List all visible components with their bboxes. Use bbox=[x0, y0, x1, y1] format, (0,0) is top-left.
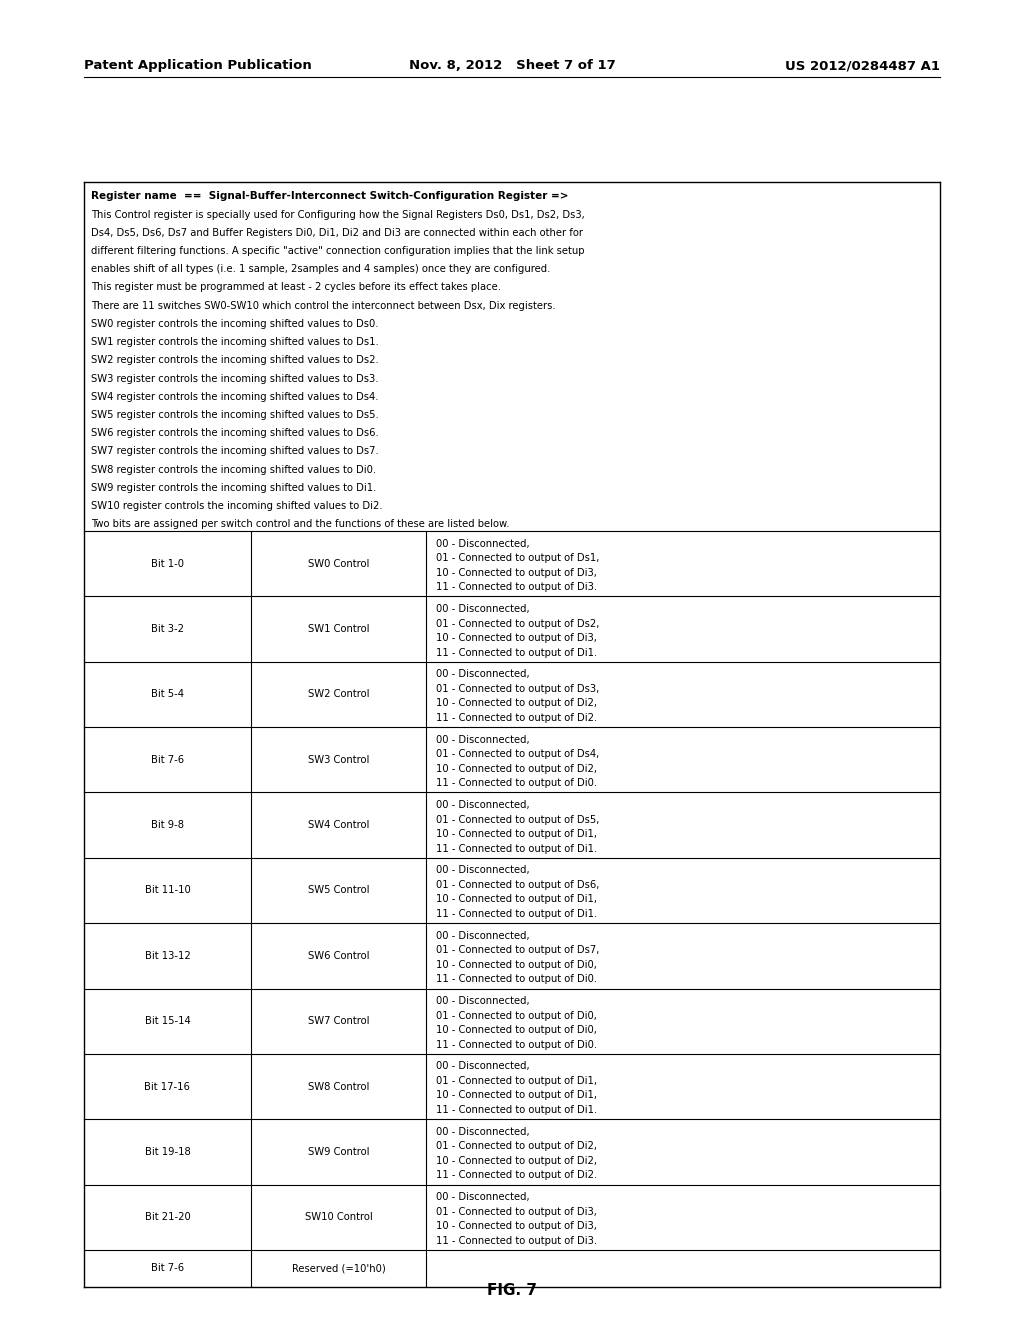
Text: 11 - Connected to output of Di2.: 11 - Connected to output of Di2. bbox=[435, 713, 597, 723]
Text: 10 - Connected to output of Di1,: 10 - Connected to output of Di1, bbox=[435, 829, 597, 840]
Text: 00 - Disconnected,: 00 - Disconnected, bbox=[435, 539, 529, 549]
Text: Bit 11-10: Bit 11-10 bbox=[144, 886, 190, 895]
Text: FIG. 7: FIG. 7 bbox=[487, 1283, 537, 1299]
Text: 10 - Connected to output of Di3,: 10 - Connected to output of Di3, bbox=[435, 634, 597, 643]
Text: SW3 Control: SW3 Control bbox=[308, 755, 370, 764]
Text: 10 - Connected to output of Di3,: 10 - Connected to output of Di3, bbox=[435, 1221, 597, 1232]
Text: Bit 15-14: Bit 15-14 bbox=[144, 1016, 190, 1026]
Text: SW10 Control: SW10 Control bbox=[305, 1212, 373, 1222]
Text: 11 - Connected to output of Di1.: 11 - Connected to output of Di1. bbox=[435, 648, 597, 657]
Text: different filtering functions. A specific "active" connection configuration impl: different filtering functions. A specifi… bbox=[91, 246, 585, 256]
Text: enables shift of all types (i.e. 1 sample, 2samples and 4 samples) once they are: enables shift of all types (i.e. 1 sampl… bbox=[91, 264, 551, 275]
Text: Patent Application Publication: Patent Application Publication bbox=[84, 59, 311, 73]
Text: Bit 13-12: Bit 13-12 bbox=[144, 950, 190, 961]
Text: 00 - Disconnected,: 00 - Disconnected, bbox=[435, 800, 529, 810]
Text: 10 - Connected to output of Di1,: 10 - Connected to output of Di1, bbox=[435, 1090, 597, 1101]
Text: 00 - Disconnected,: 00 - Disconnected, bbox=[435, 1192, 529, 1203]
Text: 00 - Disconnected,: 00 - Disconnected, bbox=[435, 1127, 529, 1137]
Text: 00 - Disconnected,: 00 - Disconnected, bbox=[435, 931, 529, 941]
Text: Bit 7-6: Bit 7-6 bbox=[151, 755, 184, 764]
Text: SW9 register controls the incoming shifted values to Di1.: SW9 register controls the incoming shift… bbox=[91, 483, 377, 492]
Text: Bit 17-16: Bit 17-16 bbox=[144, 1081, 190, 1092]
Text: Reserved (=10'h0): Reserved (=10'h0) bbox=[292, 1263, 385, 1274]
Text: SW2 register controls the incoming shifted values to Ds2.: SW2 register controls the incoming shift… bbox=[91, 355, 379, 366]
Text: 11 - Connected to output of Di0.: 11 - Connected to output of Di0. bbox=[435, 974, 597, 985]
Text: SW0 register controls the incoming shifted values to Ds0.: SW0 register controls the incoming shift… bbox=[91, 319, 379, 329]
Text: SW7 Control: SW7 Control bbox=[308, 1016, 370, 1026]
Text: 01 - Connected to output of Ds7,: 01 - Connected to output of Ds7, bbox=[435, 945, 599, 956]
Text: 01 - Connected to output of Ds4,: 01 - Connected to output of Ds4, bbox=[435, 750, 599, 759]
Text: SW5 Control: SW5 Control bbox=[308, 886, 370, 895]
Text: 11 - Connected to output of Di0.: 11 - Connected to output of Di0. bbox=[435, 1040, 597, 1049]
Text: This register must be programmed at least - 2 cycles before its effect takes pla: This register must be programmed at leas… bbox=[91, 282, 501, 293]
Text: There are 11 switches SW0-SW10 which control the interconnect between Dsx, Dix r: There are 11 switches SW0-SW10 which con… bbox=[91, 301, 556, 310]
Text: 01 - Connected to output of Ds3,: 01 - Connected to output of Ds3, bbox=[435, 684, 599, 694]
Text: 10 - Connected to output of Di2,: 10 - Connected to output of Di2, bbox=[435, 764, 597, 774]
Text: 11 - Connected to output of Di1.: 11 - Connected to output of Di1. bbox=[435, 843, 597, 854]
Text: 01 - Connected to output of Di0,: 01 - Connected to output of Di0, bbox=[435, 1011, 597, 1020]
Text: 01 - Connected to output of Ds2,: 01 - Connected to output of Ds2, bbox=[435, 619, 599, 628]
Text: 10 - Connected to output of Di0,: 10 - Connected to output of Di0, bbox=[435, 1026, 597, 1035]
Text: 00 - Disconnected,: 00 - Disconnected, bbox=[435, 605, 529, 614]
Text: 11 - Connected to output of Di0.: 11 - Connected to output of Di0. bbox=[435, 779, 597, 788]
Text: 00 - Disconnected,: 00 - Disconnected, bbox=[435, 1061, 529, 1072]
Text: SW9 Control: SW9 Control bbox=[308, 1147, 370, 1156]
Text: 11 - Connected to output of Di2.: 11 - Connected to output of Di2. bbox=[435, 1171, 597, 1180]
Text: SW8 register controls the incoming shifted values to Di0.: SW8 register controls the incoming shift… bbox=[91, 465, 376, 475]
Text: SW7 register controls the incoming shifted values to Ds7.: SW7 register controls the incoming shift… bbox=[91, 446, 379, 457]
Text: 00 - Disconnected,: 00 - Disconnected, bbox=[435, 735, 529, 744]
Text: Bit 1-0: Bit 1-0 bbox=[151, 558, 184, 569]
Text: Bit 19-18: Bit 19-18 bbox=[144, 1147, 190, 1156]
Text: SW5 register controls the incoming shifted values to Ds5.: SW5 register controls the incoming shift… bbox=[91, 411, 379, 420]
Text: Two bits are assigned per switch control and the functions of these are listed b: Two bits are assigned per switch control… bbox=[91, 519, 510, 529]
Text: Bit 3-2: Bit 3-2 bbox=[151, 624, 184, 634]
Text: 00 - Disconnected,: 00 - Disconnected, bbox=[435, 997, 529, 1006]
Text: 10 - Connected to output of Di1,: 10 - Connected to output of Di1, bbox=[435, 895, 597, 904]
Text: 00 - Disconnected,: 00 - Disconnected, bbox=[435, 866, 529, 875]
Text: US 2012/0284487 A1: US 2012/0284487 A1 bbox=[785, 59, 940, 73]
Text: Ds4, Ds5, Ds6, Ds7 and Buffer Registers Di0, Di1, Di2 and Di3 are connected with: Ds4, Ds5, Ds6, Ds7 and Buffer Registers … bbox=[91, 228, 583, 238]
Text: 10 - Connected to output of Di2,: 10 - Connected to output of Di2, bbox=[435, 698, 597, 709]
Text: SW4 Control: SW4 Control bbox=[308, 820, 370, 830]
Text: 10 - Connected to output of Di3,: 10 - Connected to output of Di3, bbox=[435, 568, 597, 578]
Text: Bit 5-4: Bit 5-4 bbox=[151, 689, 184, 700]
Text: 10 - Connected to output of Di0,: 10 - Connected to output of Di0, bbox=[435, 960, 597, 970]
Text: 01 - Connected to output of Di1,: 01 - Connected to output of Di1, bbox=[435, 1076, 597, 1086]
Text: SW8 Control: SW8 Control bbox=[308, 1081, 370, 1092]
Text: 00 - Disconnected,: 00 - Disconnected, bbox=[435, 669, 529, 680]
Text: SW10 register controls the incoming shifted values to Di2.: SW10 register controls the incoming shif… bbox=[91, 502, 383, 511]
Text: Bit 21-20: Bit 21-20 bbox=[144, 1212, 190, 1222]
Text: SW3 register controls the incoming shifted values to Ds3.: SW3 register controls the incoming shift… bbox=[91, 374, 379, 384]
Text: 11 - Connected to output of Di1.: 11 - Connected to output of Di1. bbox=[435, 1105, 597, 1115]
Text: 10 - Connected to output of Di2,: 10 - Connected to output of Di2, bbox=[435, 1156, 597, 1166]
Text: SW2 Control: SW2 Control bbox=[308, 689, 370, 700]
Text: 01 - Connected to output of Di2,: 01 - Connected to output of Di2, bbox=[435, 1142, 597, 1151]
Text: Bit 9-8: Bit 9-8 bbox=[151, 820, 184, 830]
Text: 01 - Connected to output of Ds1,: 01 - Connected to output of Ds1, bbox=[435, 553, 599, 564]
Text: 11 - Connected to output of Di3.: 11 - Connected to output of Di3. bbox=[435, 582, 597, 593]
Text: SW0 Control: SW0 Control bbox=[308, 558, 370, 569]
Text: 01 - Connected to output of Di3,: 01 - Connected to output of Di3, bbox=[435, 1206, 597, 1217]
Text: SW6 register controls the incoming shifted values to Ds6.: SW6 register controls the incoming shift… bbox=[91, 428, 379, 438]
Text: This Control register is specially used for Configuring how the Signal Registers: This Control register is specially used … bbox=[91, 210, 585, 219]
Text: SW4 register controls the incoming shifted values to Ds4.: SW4 register controls the incoming shift… bbox=[91, 392, 379, 401]
Text: SW1 Control: SW1 Control bbox=[308, 624, 370, 634]
Text: SW1 register controls the incoming shifted values to Ds1.: SW1 register controls the incoming shift… bbox=[91, 337, 379, 347]
Text: 01 - Connected to output of Ds5,: 01 - Connected to output of Ds5, bbox=[435, 814, 599, 825]
Text: Bit 7-6: Bit 7-6 bbox=[151, 1263, 184, 1274]
Text: Register name  ==  Signal-Buffer-Interconnect Switch-Configuration Register =>: Register name == Signal-Buffer-Interconn… bbox=[91, 191, 568, 202]
Text: 11 - Connected to output of Di1.: 11 - Connected to output of Di1. bbox=[435, 909, 597, 919]
Text: SW6 Control: SW6 Control bbox=[308, 950, 370, 961]
Text: 01 - Connected to output of Ds6,: 01 - Connected to output of Ds6, bbox=[435, 880, 599, 890]
Text: Nov. 8, 2012   Sheet 7 of 17: Nov. 8, 2012 Sheet 7 of 17 bbox=[409, 59, 615, 73]
Text: 11 - Connected to output of Di3.: 11 - Connected to output of Di3. bbox=[435, 1236, 597, 1246]
